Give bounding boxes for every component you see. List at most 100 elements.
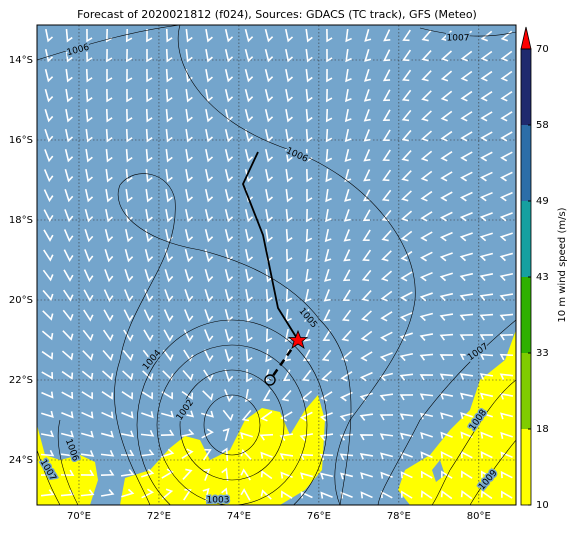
wind-barb [44, 68, 54, 83]
wind-barb [265, 168, 274, 183]
wind-barb [420, 190, 433, 202]
wind-barb [161, 448, 175, 458]
wind-barb [259, 433, 274, 441]
wind-barb [439, 354, 454, 361]
wind-barb [381, 230, 392, 242]
wind-barb [64, 148, 74, 163]
wind-barb [339, 453, 354, 461]
wind-barb [224, 108, 234, 123]
wind-barb [244, 68, 254, 83]
wind-barb [202, 390, 214, 401]
wind-barb [419, 312, 434, 322]
wind-barb [305, 128, 313, 143]
wind-barb [320, 370, 332, 382]
wind-barb [479, 392, 494, 400]
wind-barb [460, 111, 473, 122]
wind-barb [42, 310, 54, 321]
wind-barb [100, 450, 115, 457]
wind-barb [364, 29, 372, 42]
wind-barb [126, 48, 133, 63]
wind-barb [325, 108, 333, 123]
wind-barb [63, 229, 74, 243]
wind-barb [81, 370, 94, 381]
wind-barb [382, 149, 391, 162]
isobar [156, 344, 308, 505]
wind-barb [359, 371, 373, 382]
wind-barb [81, 411, 94, 419]
wind-barb [84, 229, 94, 243]
wind-barb [459, 232, 473, 242]
wind-barb [265, 328, 273, 343]
wind-barb [105, 148, 113, 163]
wind-barb [359, 434, 374, 441]
wind-barb [440, 110, 453, 122]
track-past [242, 151, 299, 341]
wind-barb [62, 330, 74, 341]
wind-barb [285, 128, 293, 143]
wind-barb [84, 249, 94, 263]
wind-barb [399, 311, 413, 322]
y-tick-label: 20°S [9, 295, 33, 306]
wind-barb [344, 128, 352, 143]
wind-barb [84, 188, 94, 203]
wind-barb [221, 467, 229, 482]
wind-barb [124, 228, 134, 243]
wind-barb [80, 469, 95, 476]
wind-barb [379, 352, 393, 362]
wind-barb [104, 228, 114, 243]
y-tick-label: 16°S [9, 135, 33, 146]
wind-barb [40, 469, 55, 476]
wind-barb [440, 489, 453, 500]
wind-barb [400, 230, 413, 242]
x-tick-label: 72°E [147, 511, 171, 522]
wind-barb [146, 28, 153, 43]
wind-barb [105, 128, 113, 143]
wind-barb [204, 309, 214, 323]
wind-barb [161, 410, 174, 418]
wind-barb [380, 490, 393, 499]
wind-barb [165, 148, 173, 163]
wind-barb [105, 108, 113, 123]
wind-barb [146, 68, 153, 83]
wind-barb [61, 391, 74, 400]
wind-barb [181, 448, 194, 459]
wind-barb [479, 334, 494, 341]
wind-barb [105, 208, 114, 223]
wind-barb [185, 128, 193, 143]
wind-barb [43, 209, 54, 222]
wind-barb [421, 110, 432, 122]
wind-barb [165, 48, 173, 63]
wind-barb [65, 88, 73, 103]
wind-barb [264, 108, 274, 123]
wind-barb [183, 349, 194, 362]
wind-barb [246, 368, 253, 383]
wind-barb [399, 352, 414, 362]
wind-barb [320, 391, 333, 402]
wind-barb [285, 288, 293, 303]
wind-barb [124, 289, 134, 303]
wind-barb [121, 488, 135, 498]
wind-barb [44, 48, 54, 63]
wind-barb [82, 350, 94, 361]
wind-barb [146, 48, 153, 63]
wind-barb [141, 468, 155, 478]
wind-barb [501, 490, 513, 499]
wind-barb [180, 428, 195, 438]
wind-barb [305, 228, 313, 243]
wind-barb [479, 171, 493, 182]
wind-barb [459, 272, 474, 282]
wind-barb [224, 248, 234, 263]
wind-barb [125, 188, 133, 203]
wind-barb [440, 130, 453, 142]
wind-barb [420, 170, 433, 182]
wind-barb [265, 288, 273, 303]
wind-barb [185, 208, 194, 223]
wind-barb [62, 309, 74, 322]
wind-barb [265, 208, 273, 223]
wind-barb [185, 88, 193, 103]
wind-barb [421, 70, 432, 82]
wind-barb [323, 289, 331, 302]
wind-barb [203, 448, 212, 461]
wind-barb [440, 431, 453, 439]
wind-barb [440, 191, 453, 202]
